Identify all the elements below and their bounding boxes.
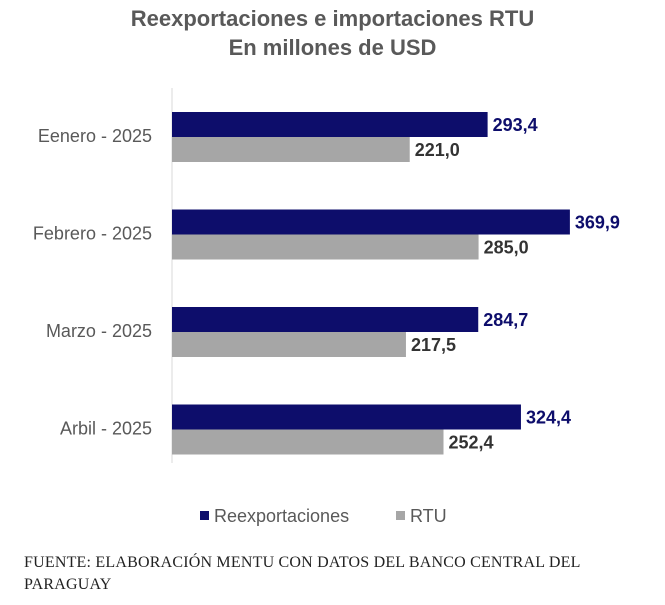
bar-chart: Eenero - 2025 293,4 221,0 Febrero - 2025 369… [33,88,620,526]
bar-reexportaciones [172,209,570,235]
data-label: 221,0 [415,140,460,160]
legend-label: RTU [410,506,447,526]
chart-title: Reexportaciones e importaciones RTU [130,6,535,31]
chart-subtitle: En millones de USD [228,35,437,60]
data-label: 217,5 [411,335,456,355]
data-label: 284,7 [483,310,528,330]
bar-rtu [172,332,406,357]
data-label: 324,4 [526,408,571,428]
bar-reexportaciones [172,404,521,430]
category-label: Marzo - 2025 [46,321,152,341]
bar-reexportaciones [172,307,479,332]
category-label: Eenero - 2025 [38,126,152,146]
data-label: 369,9 [575,213,620,233]
bar-rtu [172,429,444,455]
legend-label: Reexportaciones [214,506,349,526]
category-label: Febrero - 2025 [33,224,152,244]
legend-swatch-reexportaciones [200,511,209,520]
data-label: 252,4 [449,433,494,453]
source-note: FUENTE: ELABORACIÓN MENTU CON DATOS DEL … [24,554,580,593]
legend-swatch-rtu [396,511,405,520]
chart-title-block: Reexportaciones e importaciones RTU En m… [0,4,665,62]
data-label: 293,4 [493,115,538,135]
bar-reexportaciones [172,112,488,137]
category-label: Arbil - 2025 [60,419,152,439]
bar-rtu [172,137,410,162]
bar-rtu [172,234,479,260]
data-label: 285,0 [484,238,529,258]
